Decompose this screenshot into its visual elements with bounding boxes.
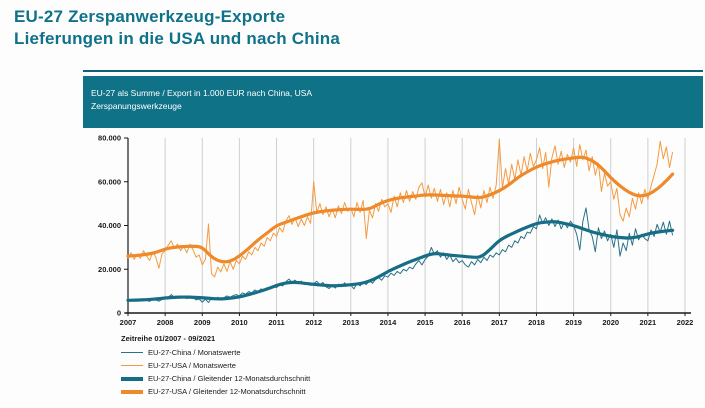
y-tick-label: 60.000	[98, 177, 121, 186]
y-tick-label: 0	[117, 309, 121, 318]
x-tick-label: 2009	[194, 318, 211, 327]
chart-header-bar: EU-27 als Summe / Export in 1.000 EUR na…	[83, 76, 703, 128]
page-title-line2: Lieferungen in die USA und nach China	[14, 29, 341, 48]
usa-moving-average-line-swatch	[121, 389, 143, 394]
x-tick-label: 2008	[157, 318, 174, 327]
china-monthly-line-swatch	[121, 351, 143, 354]
series-line-eu-27-china-gleitender-12-monatsdurchschnitt	[126, 220, 675, 302]
legend-label: EU-27-USA / Monatswerte	[148, 361, 236, 370]
legend-item-usa-ma: EU-27-USA / Gleitender 12-Monatsdurchsch…	[121, 387, 310, 396]
x-tick-label: 2017	[491, 318, 508, 327]
x-tick-label: 2019	[565, 318, 582, 327]
title-divider	[83, 70, 703, 72]
chart-header-line1: EU-27 als Summe / Export in 1.000 EUR na…	[91, 88, 313, 98]
legend-title: Zeitreihe 01/2007 - 09/2021	[121, 334, 216, 343]
x-tick-label: 2020	[602, 318, 619, 327]
usa-monthly-line-swatch	[121, 364, 143, 367]
x-tick-label: 2014	[380, 318, 398, 327]
legend-label: EU-27-USA / Gleitender 12-Monatsdurchsch…	[148, 387, 306, 396]
page-title: EU-27 Zerspanwerkzeug-Exporte Lieferunge…	[14, 6, 340, 50]
series-line-eu-27-usa-gleitender-12-monatsdurchschnitt	[126, 155, 675, 264]
chart-header-line2: Zerspanungswerkzeuge	[91, 101, 182, 111]
line-chart-canvas: 2007 2008 2009 2010 2011 2012 2013 2014 2015 2016…	[98, 134, 694, 328]
china-moving-average-line-swatch	[121, 376, 143, 381]
x-tick-label: 2012	[305, 318, 322, 327]
export-chart: 2007 2008 2009 2010 2011 2012 2013 2014 2015 2016…	[0, 128, 705, 334]
page-title-line1: EU-27 Zerspanwerkzeug-Exporte	[14, 7, 286, 26]
x-tick-label: 2015	[417, 318, 434, 327]
x-tick-label: 2021	[640, 318, 657, 327]
series-line-eu-27-usa-monatswerte	[127, 139, 674, 278]
legend-item-china-ma: EU-27-China / Gleitender 12-Monatsdurchs…	[121, 374, 311, 383]
y-tick-label: 40.000	[98, 221, 121, 230]
x-tick-label: 2022	[677, 318, 694, 327]
x-tick-label: 2011	[268, 318, 284, 327]
legend-item-china-monthly: EU-27-China / Monatswerte	[121, 348, 310, 357]
x-tick-label: 2010	[231, 318, 248, 327]
legend-label: EU-27-China / Gleitender 12-Monatsdurchs…	[148, 374, 311, 383]
x-tick-label: 2013	[342, 318, 359, 327]
y-tick-label: 80.000	[98, 134, 121, 143]
legend-label: EU-27-China / Monatswerte	[148, 348, 241, 357]
x-tick-label: 2018	[528, 318, 545, 327]
x-tick-label: 2007	[120, 318, 137, 327]
chart-legend: Zeitreihe 01/2007 - 09/2021 EU-27-China …	[121, 334, 310, 401]
y-tick-label: 20.000	[98, 265, 121, 274]
legend-item-usa-monthly: EU-27-USA / Monatswerte	[121, 361, 310, 370]
x-tick-label: 2016	[454, 318, 471, 327]
